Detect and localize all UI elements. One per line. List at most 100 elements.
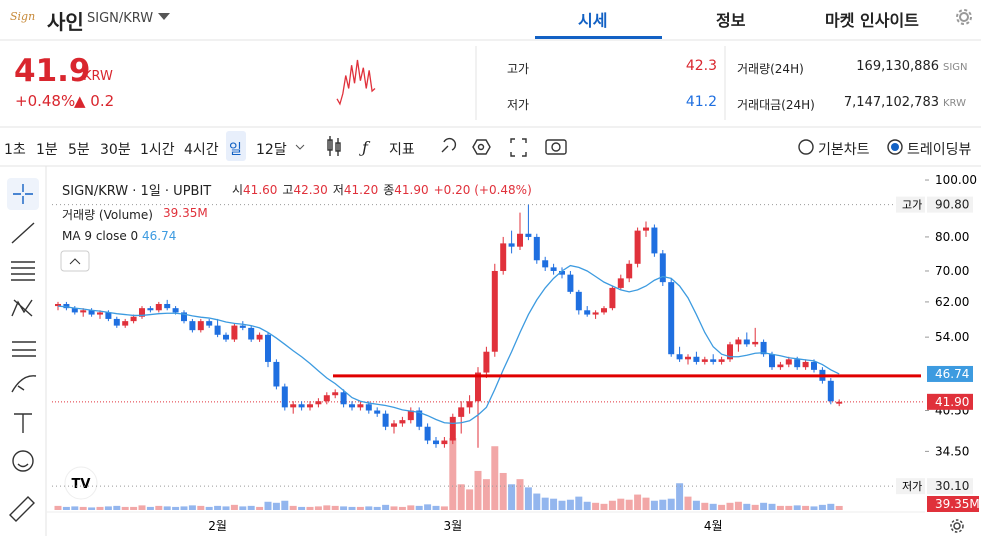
candle-body <box>592 312 599 315</box>
drawing-tools[interactable] <box>7 178 39 522</box>
interval[interactable]: 1분 <box>36 142 58 158</box>
interval[interactable]: 4시간 <box>184 142 219 158</box>
interval[interactable]: 5분 <box>68 142 90 158</box>
volume-bar <box>768 503 776 510</box>
ohlc-label: 고 <box>282 183 294 197</box>
candle-body <box>760 341 767 355</box>
volume-bar <box>130 506 138 510</box>
radio[interactable] <box>798 139 814 155</box>
tab[interactable]: 정보 <box>716 11 746 30</box>
volume-bar <box>373 506 381 510</box>
candle-body <box>113 318 120 326</box>
candle-body <box>55 303 61 307</box>
volume-bar <box>482 479 490 510</box>
candle-body <box>416 410 423 427</box>
stat-unit: KRW <box>943 98 966 109</box>
stat-label: 거래량(24H) <box>737 62 804 76</box>
toolbar-icons[interactable] <box>327 136 567 157</box>
chart-type[interactable]: 기본차트 <box>818 142 870 158</box>
volume-bar <box>785 505 793 510</box>
interval[interactable]: 일 <box>229 142 242 158</box>
radio-dot <box>891 143 899 151</box>
y-tick-label: 80.00 <box>935 230 969 244</box>
ohlc-change: +0.20 (+0.48%) <box>433 183 532 197</box>
volume-bar <box>331 505 339 510</box>
candle-body <box>626 263 633 279</box>
candle-body <box>441 440 448 445</box>
volume-bar <box>222 506 230 510</box>
candle-body <box>63 303 70 309</box>
interval[interactable]: 1초 <box>4 142 26 158</box>
volume-bar <box>449 438 457 510</box>
volume-bar <box>667 498 675 510</box>
candle-body <box>735 339 742 345</box>
candle-body <box>525 233 532 237</box>
y-tick-label: 70.00 <box>935 264 969 278</box>
candle-body <box>559 270 565 275</box>
x-tick-label: 3월 <box>443 519 462 533</box>
volume-bar <box>146 506 154 510</box>
volume-bar <box>734 501 742 510</box>
dropdown[interactable] <box>295 144 305 150</box>
ohlc-label: 저 <box>332 183 344 197</box>
candle-body <box>802 361 809 368</box>
volume-bar <box>340 506 348 510</box>
volume-bar <box>281 500 289 510</box>
volume-bar <box>323 505 331 510</box>
candle-body <box>836 401 843 404</box>
fx-icon[interactable]: ƒ <box>362 138 368 157</box>
axis-settings[interactable] <box>950 519 964 533</box>
candle-body <box>727 344 733 360</box>
volume-bar <box>592 502 600 510</box>
marker-label: 고가 <box>902 199 922 212</box>
collapse-button[interactable] <box>60 250 90 272</box>
volume-bar <box>650 500 658 510</box>
caret[interactable] <box>158 13 170 20</box>
settings-icon[interactable] <box>956 9 972 25</box>
tv-logo-text: TV <box>72 477 91 492</box>
interval[interactable]: 1시간 <box>140 142 175 158</box>
candle-body <box>231 325 238 340</box>
candle-body <box>424 426 431 441</box>
candle-body <box>273 361 280 387</box>
ohlc-value: 42.30 <box>293 183 328 197</box>
candle-body <box>685 356 691 360</box>
candle-body <box>382 413 389 427</box>
candle-body <box>374 410 381 414</box>
indicator[interactable]: 지표 <box>389 142 415 158</box>
candle-body <box>206 321 213 326</box>
market: SIGN/KRW <box>87 11 154 26</box>
volume-bar <box>214 505 222 510</box>
volume-bar <box>88 507 96 510</box>
candle-body <box>130 316 137 322</box>
chart-type[interactable]: 트레이딩뷰 <box>907 142 972 158</box>
volume-bar <box>491 446 499 510</box>
candle-body <box>399 420 406 424</box>
candle-body <box>634 230 641 264</box>
interval[interactable]: 30분 <box>100 142 131 158</box>
radio[interactable] <box>887 139 903 155</box>
tab[interactable]: 시세 <box>578 11 608 30</box>
candle-body <box>483 351 490 373</box>
current-price: 41.9 <box>14 53 91 89</box>
candle-body <box>323 395 330 402</box>
candle-body <box>777 364 784 368</box>
candle-body <box>248 327 255 340</box>
volume-bar <box>163 506 171 510</box>
volume-bar <box>575 496 583 510</box>
candle-body <box>752 341 759 345</box>
volume-bar <box>625 499 633 510</box>
candle-body <box>340 392 347 405</box>
volume-bar <box>54 505 62 510</box>
candle-body <box>105 312 112 319</box>
volume-bar <box>239 506 247 510</box>
volume-bar <box>314 506 322 510</box>
volume-bar <box>776 505 784 510</box>
interval[interactable]: 12달 <box>256 142 287 158</box>
tab[interactable]: 마켓 인사이트 <box>825 11 919 30</box>
logo: Sign <box>10 10 36 23</box>
candle-body <box>466 401 473 408</box>
ohlc-value: 41.90 <box>394 183 429 197</box>
candle-body <box>332 392 339 396</box>
